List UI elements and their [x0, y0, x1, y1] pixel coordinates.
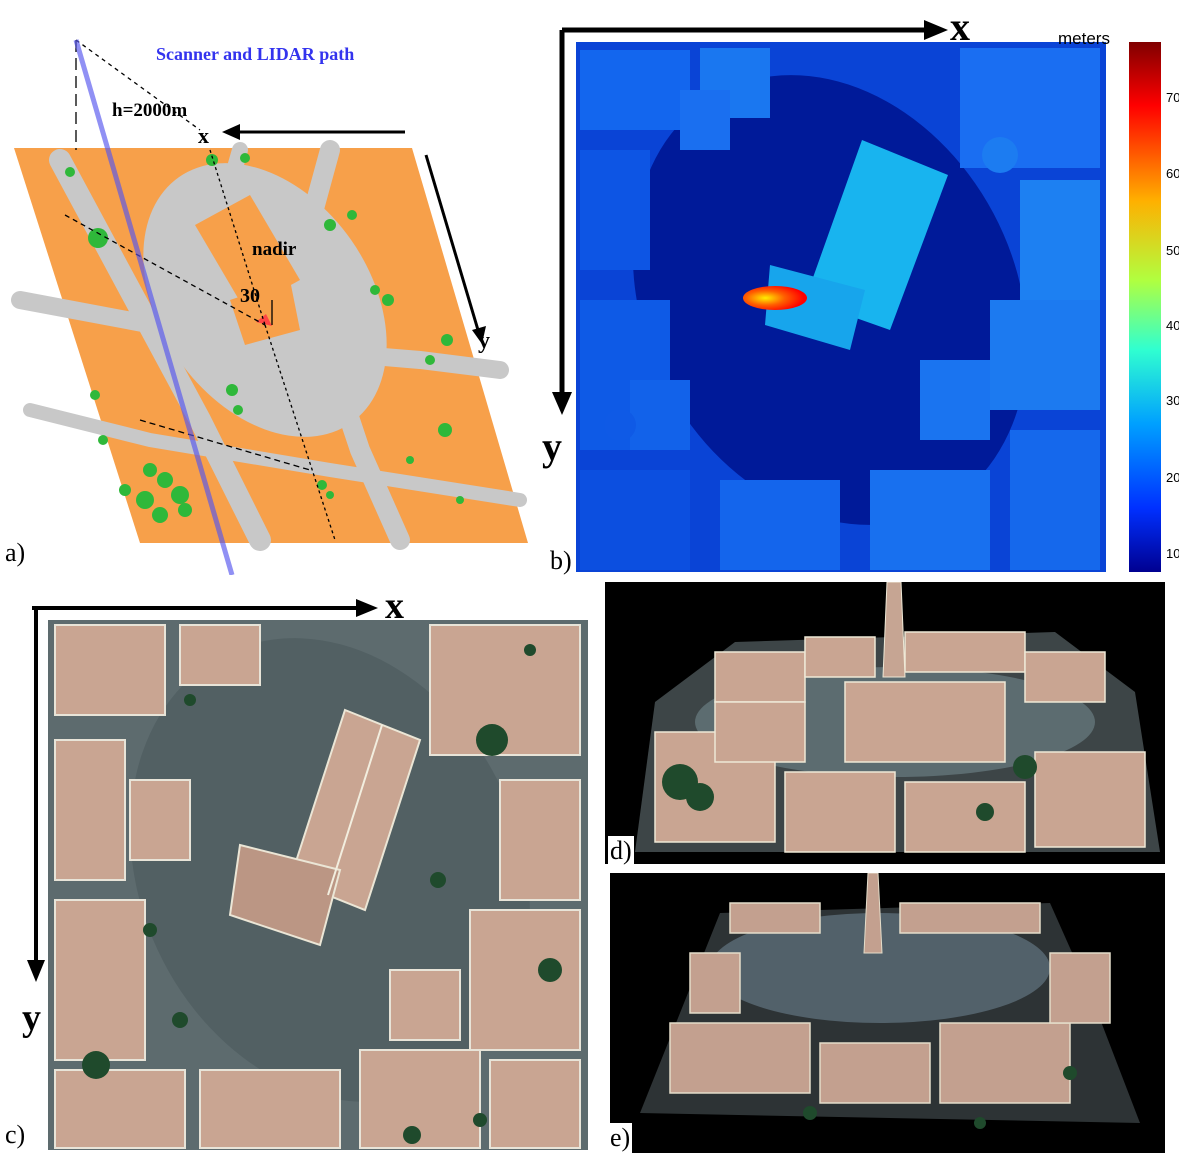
colorbar-title: meters — [1058, 29, 1110, 48]
panel-b-label: b) — [550, 546, 572, 575]
perspective-buildings-d — [654, 631, 1146, 853]
panel-c-render: x y — [22, 585, 588, 1150]
panel-d-render — [635, 582, 1160, 853]
colorbar-tick: 10 — [1166, 546, 1179, 561]
tower-e — [863, 873, 883, 954]
panel-b: 70 60 50 40 30 20 10 meters x y b) — [540, 0, 1179, 580]
trees-d — [662, 755, 1037, 821]
panel-a-x-label: x — [198, 123, 209, 148]
nadir-label: nadir — [252, 239, 297, 260]
trees-e — [803, 1066, 1077, 1129]
perspective-buildings-e — [669, 902, 1111, 1104]
panel-c-label: c) — [5, 1120, 26, 1149]
panel-b-x-axis — [562, 20, 948, 40]
projection-lines — [64, 39, 336, 541]
dsm-buildings — [580, 48, 1100, 570]
colorbar-tick: 60 — [1166, 166, 1179, 181]
colorbar-tick: 70 — [1166, 90, 1179, 105]
scanner-path-title: Scanner and LIDAR path — [156, 44, 354, 64]
church-block — [195, 195, 300, 345]
panel-a-map: Scanner and LIDAR path h=2000m x nadir 3… — [11, 39, 528, 575]
height-label: h=2000m — [112, 100, 187, 121]
colorbar-tick: 50 — [1166, 243, 1179, 258]
panel-a-x-axis — [222, 124, 405, 140]
panel-b-y-label: y — [542, 424, 562, 469]
panel-e-label: e) — [608, 1123, 633, 1153]
angle-label: 30 — [240, 285, 260, 307]
nadir-marker — [256, 314, 272, 326]
colorbar-tick: 40 — [1166, 318, 1179, 333]
render-buildings — [54, 624, 581, 1149]
panel-c-y-axis — [27, 608, 45, 982]
panel-c: x y c) — [0, 580, 600, 1153]
panel-e-render — [640, 873, 1140, 1129]
panel-d-label: d) — [608, 836, 634, 866]
colorbar — [1129, 42, 1161, 572]
dsm-church — [743, 140, 948, 350]
render-trees — [82, 644, 562, 1144]
panel-e: e) — [608, 873, 1165, 1153]
panel-a-label: a) — [5, 538, 26, 567]
panel-c-y-label: y — [22, 997, 41, 1039]
panel-d: d) — [605, 582, 1165, 866]
panel-a-y-label: y — [478, 328, 490, 354]
render-church — [228, 708, 422, 947]
panel-b-dsm: 70 60 50 40 30 20 10 meters x y — [542, 4, 1179, 572]
colorbar-tick: 30 — [1166, 393, 1179, 408]
perspective-plaza-e — [710, 913, 1050, 1023]
colorbar-tick: 20 — [1166, 470, 1179, 485]
trees — [65, 153, 464, 523]
panel-a-y-axis — [424, 154, 486, 344]
panel-a: Scanner and LIDAR path h=2000m x nadir 3… — [0, 0, 560, 575]
scanner-path-line — [73, 39, 235, 575]
panel-b-x-label: x — [950, 4, 970, 49]
panel-c-x-axis — [32, 599, 378, 617]
tower-d — [882, 582, 906, 678]
colorbar-ticks: 70 60 50 40 30 20 10 — [1166, 90, 1179, 561]
panel-c-x-label: x — [385, 585, 404, 627]
panel-b-y-axis — [552, 30, 572, 415]
